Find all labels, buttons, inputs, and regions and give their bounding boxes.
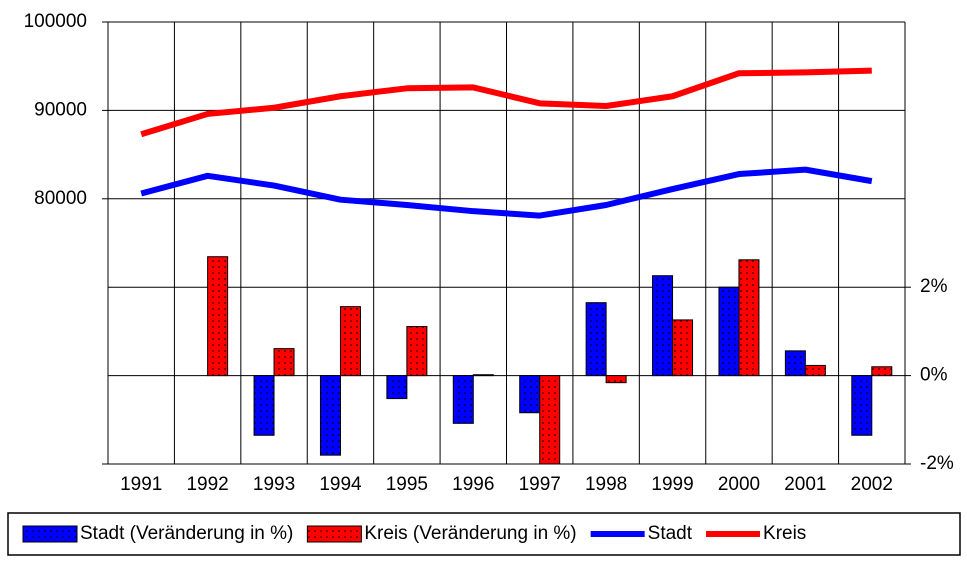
x-tick-label: 1994 bbox=[319, 474, 362, 495]
bar-pattern bbox=[340, 306, 361, 376]
legend-box bbox=[7, 512, 961, 556]
bar-pattern bbox=[519, 375, 540, 413]
bar-pattern bbox=[386, 375, 407, 399]
legend-label: Kreis bbox=[763, 523, 806, 544]
x-tick-label: 1995 bbox=[386, 474, 428, 495]
bar-pattern bbox=[539, 375, 560, 464]
bar-pattern bbox=[652, 275, 673, 376]
y2-tick-label: 2% bbox=[920, 276, 948, 297]
x-tick-label: 1997 bbox=[519, 474, 561, 495]
line bbox=[140, 67, 872, 138]
x-tick-label: 1991 bbox=[120, 474, 162, 495]
legend-label: Stadt bbox=[648, 523, 693, 544]
y-tick-label: 80000 bbox=[34, 188, 87, 209]
bar-pattern bbox=[274, 348, 295, 376]
x-tick-label: 2001 bbox=[784, 474, 826, 495]
bar-pattern bbox=[207, 256, 228, 376]
y-tick-label: 90000 bbox=[34, 99, 87, 120]
legend-label: Stadt (Veränderung in %) bbox=[80, 523, 293, 544]
bar-pattern bbox=[586, 302, 607, 376]
x-tick-label: 2002 bbox=[851, 474, 893, 495]
legend-swatch-pattern bbox=[307, 526, 362, 542]
x-tick-label: 1992 bbox=[186, 474, 228, 495]
line bbox=[140, 166, 873, 219]
bar-pattern bbox=[453, 375, 474, 424]
x-tick-label: 1996 bbox=[452, 474, 494, 495]
bar-pattern bbox=[406, 326, 427, 376]
bar-pattern bbox=[672, 319, 693, 376]
bar-pattern bbox=[805, 365, 826, 376]
bar-pattern bbox=[871, 366, 892, 376]
x-tick-label: 2000 bbox=[718, 474, 760, 495]
bar-pattern bbox=[320, 375, 341, 456]
bar-pattern bbox=[254, 375, 275, 436]
bar-pattern bbox=[738, 259, 759, 376]
legend-swatch-pattern bbox=[23, 526, 77, 542]
y-tick-label: 100000 bbox=[24, 11, 87, 32]
bar-pattern bbox=[473, 374, 494, 376]
bar-pattern bbox=[851, 375, 872, 436]
y2-tick-label: 0% bbox=[920, 365, 948, 386]
x-tick-label: 1999 bbox=[651, 474, 693, 495]
bar-pattern bbox=[606, 375, 627, 383]
y2-tick-label: -2% bbox=[920, 453, 954, 474]
x-tick-label: 1998 bbox=[585, 474, 627, 495]
bar-pattern bbox=[718, 287, 739, 376]
x-tick-label: 1993 bbox=[253, 474, 295, 495]
bar-pattern bbox=[785, 350, 806, 376]
legend-label: Kreis (Veränderung in %) bbox=[364, 523, 576, 544]
